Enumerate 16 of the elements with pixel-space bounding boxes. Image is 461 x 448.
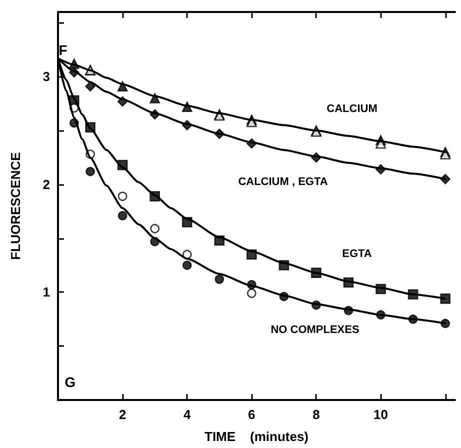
x-tick-label: 10 — [374, 407, 388, 422]
annotation: EGTA — [342, 248, 372, 260]
x-tick-label: 6 — [248, 407, 256, 422]
annotation: G — [64, 374, 76, 390]
annotation: CALCIUM — [326, 103, 378, 115]
x-tick-label: 4 — [183, 407, 192, 422]
x-axis-title: TIME (minutes) — [204, 429, 308, 444]
x-tick-label: 2 — [118, 407, 126, 422]
annotation: NO COMPLEXES — [270, 324, 360, 336]
x-tick-label: 8 — [312, 407, 320, 422]
y-tick-label: 2 — [42, 176, 50, 192]
y-tick-label: 1 — [42, 284, 50, 300]
annotation: F — [58, 42, 68, 58]
annotation: CALCIUM , EGTA — [238, 176, 328, 188]
y-axis-title: FLUORESCENCE — [8, 152, 23, 260]
y-tick-label: 3 — [42, 69, 50, 84]
